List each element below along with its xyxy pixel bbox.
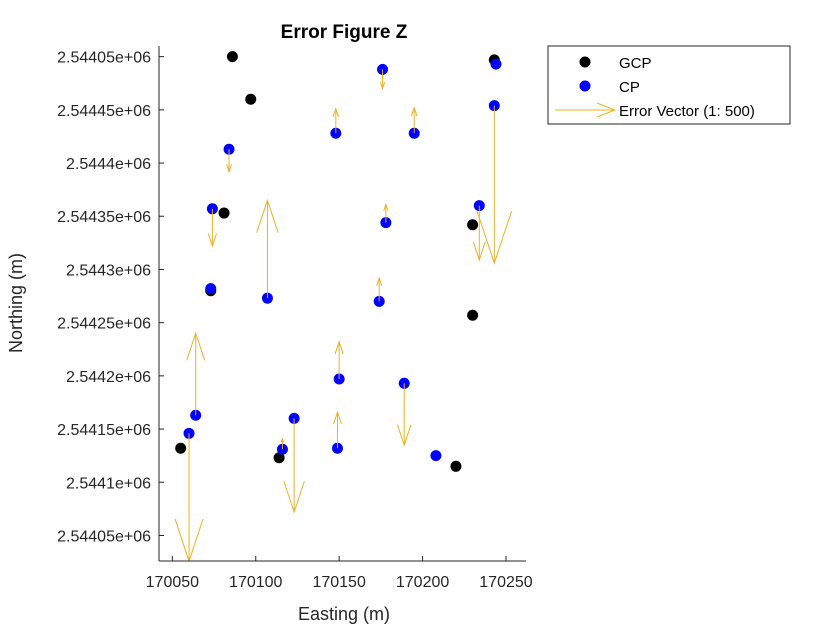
plot-area: [174, 51, 513, 563]
y-tick-label: 2.5442e+06: [66, 369, 151, 386]
y-tick-label: 2.5443e+06: [66, 262, 151, 279]
legend-cp-label: CP: [619, 79, 640, 96]
legend-cp-marker: [579, 80, 591, 92]
y-tick-label: 2.54405e+06: [57, 528, 151, 545]
error-vector: [383, 202, 389, 223]
y-axis-title: Northing (m): [6, 253, 26, 353]
x-axis-ticks: 170050 170100 170150 170200 170250: [146, 556, 533, 591]
error-vector: [472, 205, 486, 262]
y-tick-label: 2.54445e+06: [57, 103, 151, 120]
cp-point: [490, 58, 502, 70]
y-tick-label: 2.5441e+06: [66, 475, 151, 492]
y-tick-label: 2.54405e+06: [57, 50, 151, 67]
error-vector: [333, 410, 342, 449]
cp-point: [205, 283, 217, 295]
y-tick-label: 2.5444e+06: [66, 156, 151, 173]
y-axis-ticks: 2.54405e+06 2.5441e+06 2.54415e+06 2.5442e+…: [57, 50, 164, 545]
gcp-point: [273, 452, 285, 464]
error-vector: [256, 198, 279, 299]
gcp-point: [226, 51, 238, 63]
x-axis-title: Easting (m): [298, 604, 390, 624]
gcp-point: [245, 93, 257, 105]
x-tick-label: 170050: [146, 574, 199, 591]
gcp-point: [218, 207, 230, 219]
legend-vector-arrow-icon: [555, 102, 617, 118]
gcp-point: [175, 442, 187, 454]
x-tick-label: 170200: [396, 574, 449, 591]
chart-title: Error Figure Z: [281, 22, 408, 43]
legend-vector-label: Error Vector (1: 500): [619, 103, 755, 120]
y-tick-label: 2.54415e+06: [57, 422, 151, 439]
legend: GCP CP Error Vector (1: 500): [547, 45, 791, 125]
y-tick-label: 2.54435e+06: [57, 209, 151, 226]
y-tick-label: 2.54425e+06: [57, 316, 151, 333]
error-vector: [186, 331, 206, 416]
error-vector: [207, 208, 217, 248]
error-vector: [396, 383, 412, 447]
error-vector: [376, 276, 383, 302]
legend-gcp-label: GCP: [619, 55, 652, 72]
gcp-point: [467, 219, 479, 231]
error-vector: [379, 69, 386, 91]
error-vector: [334, 340, 344, 380]
x-tick-label: 170150: [312, 574, 365, 591]
gcp-point: [467, 309, 479, 321]
x-tick-label: 170250: [479, 574, 532, 591]
cp-point: [430, 450, 442, 462]
error-vector: [226, 149, 232, 174]
error-vector: [332, 107, 339, 134]
error-vector: [410, 106, 418, 134]
gcp-point: [450, 460, 462, 472]
error-vector: [283, 418, 305, 514]
x-tick-label: 170100: [229, 574, 282, 591]
legend-gcp-marker: [579, 56, 591, 68]
error-vector: [280, 437, 285, 450]
error-vector: [476, 105, 513, 265]
